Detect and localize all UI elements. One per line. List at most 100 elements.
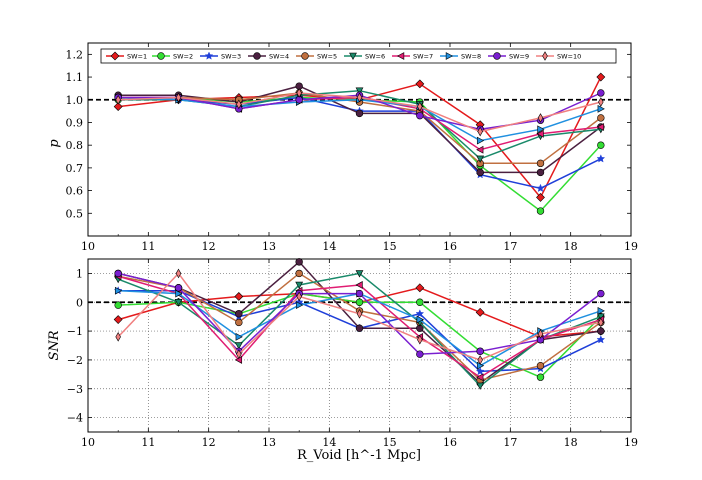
data-point: [537, 113, 544, 123]
x-tick-label: 12: [202, 240, 216, 253]
data-point: [115, 332, 121, 342]
data-point: [537, 329, 544, 339]
y-tick-label: 0.6: [66, 185, 84, 198]
legend-label: SW=5: [317, 53, 337, 61]
series-sw-10: [115, 88, 604, 137]
x-tick-label: 19: [624, 240, 638, 253]
legend-label: SW=8: [461, 53, 481, 61]
data-point: [114, 286, 123, 295]
data-point: [113, 315, 123, 324]
data-point: [536, 361, 545, 370]
legend-label: SW=10: [557, 53, 581, 61]
legend-marker: [157, 52, 165, 60]
y-tick-label: −3: [67, 383, 83, 396]
legend-item: SW=1: [106, 51, 147, 61]
legend-label: SW=6: [365, 53, 385, 61]
data-point: [115, 94, 121, 105]
data-point: [475, 307, 485, 317]
data-point: [295, 281, 304, 289]
data-point: [536, 159, 545, 168]
y-tick-label: 1: [76, 267, 83, 280]
data-point: [355, 289, 364, 298]
data-point: [416, 315, 424, 324]
y-tick-label: 1.2: [66, 48, 84, 61]
legend-label: SW=1: [127, 53, 147, 61]
data-point: [234, 342, 243, 350]
data-point: [175, 92, 182, 103]
legend-item: SW=6: [344, 53, 385, 61]
data-point: [113, 102, 123, 112]
data-point: [415, 79, 425, 89]
legend-marker: [253, 52, 261, 60]
x-tick-label: 17: [503, 240, 517, 253]
x-tick-label: 13: [262, 240, 276, 253]
data-point: [355, 281, 363, 289]
data-point: [355, 270, 364, 278]
data-point: [174, 299, 183, 307]
y-tick-label: −1: [67, 325, 83, 338]
y-tick-label: 0.8: [66, 139, 84, 152]
legend-item: SW=2: [152, 52, 193, 61]
data-point: [598, 317, 604, 328]
data-point: [596, 154, 606, 163]
x-tick-label: 15: [383, 240, 397, 253]
data-point: [476, 382, 485, 390]
data-point: [416, 350, 424, 358]
legend-marker: [349, 52, 357, 61]
legend-marker: [110, 51, 120, 61]
data-point: [235, 310, 243, 318]
series-sw-9: [114, 269, 605, 358]
series-sw-10: [115, 268, 604, 365]
data-point: [236, 349, 242, 359]
x-tick-label: 11: [141, 436, 155, 449]
data-point: [417, 334, 423, 345]
x-tick-label: 14: [322, 436, 336, 449]
legend-marker: [445, 52, 454, 60]
legend-label: SW=2: [173, 53, 193, 61]
data-point: [355, 298, 364, 306]
series-line: [118, 260, 601, 384]
y-tick-label: 0.5: [66, 207, 84, 220]
data-point: [596, 123, 605, 131]
data-point: [416, 111, 424, 120]
bottom-panel: 10 11 12 13 14 15 16 17 18 19 −4 −3 −2 −1 0 1 SNR: [47, 258, 638, 449]
data-point: [356, 308, 363, 319]
data-point: [476, 373, 484, 382]
data-point: [417, 101, 423, 112]
x-axis-label: R_Void [h^-1 Mpc]: [297, 448, 421, 463]
data-point: [295, 269, 303, 278]
x-tick-label: 14: [322, 240, 336, 253]
data-point: [235, 332, 243, 341]
x-tick-label: 12: [202, 436, 216, 449]
data-point: [296, 291, 302, 302]
y-axis-label: SNR: [47, 330, 62, 360]
data-point: [597, 327, 605, 335]
data-point: [415, 309, 425, 318]
legend-marker: [204, 51, 214, 60]
x-tick-label: 17: [503, 436, 517, 449]
data-point: [356, 92, 363, 103]
y-tick-label: 0.9: [66, 116, 84, 129]
legend: SW=1 SW=2 SW=3 SW=4 SW=5 SW=6 SW=7 SW=8 SW=9 SW=1…: [100, 48, 617, 64]
legend-marker: [542, 51, 548, 61]
top-axes-frame: [87, 42, 632, 237]
x-tick-label: 13: [262, 436, 276, 449]
y-tick-label: 0.7: [66, 162, 84, 175]
data-point: [295, 301, 304, 310]
data-point: [596, 335, 606, 344]
legend-item: SW=7: [392, 52, 433, 61]
data-point: [296, 88, 302, 98]
data-point: [295, 258, 303, 266]
y-tick-label: 1.1: [66, 71, 84, 84]
data-point: [476, 347, 484, 355]
x-tick-label: 18: [564, 240, 578, 253]
data-point: [234, 292, 244, 301]
data-point: [416, 298, 424, 306]
data-point: [477, 126, 483, 137]
legend-label: SW=3: [221, 53, 241, 61]
data-point: [598, 97, 604, 107]
data-point: [175, 289, 183, 298]
y-axis-label: p: [47, 139, 62, 148]
y-tick-label: −4: [67, 412, 83, 425]
legend-item: SW=5: [296, 52, 337, 61]
